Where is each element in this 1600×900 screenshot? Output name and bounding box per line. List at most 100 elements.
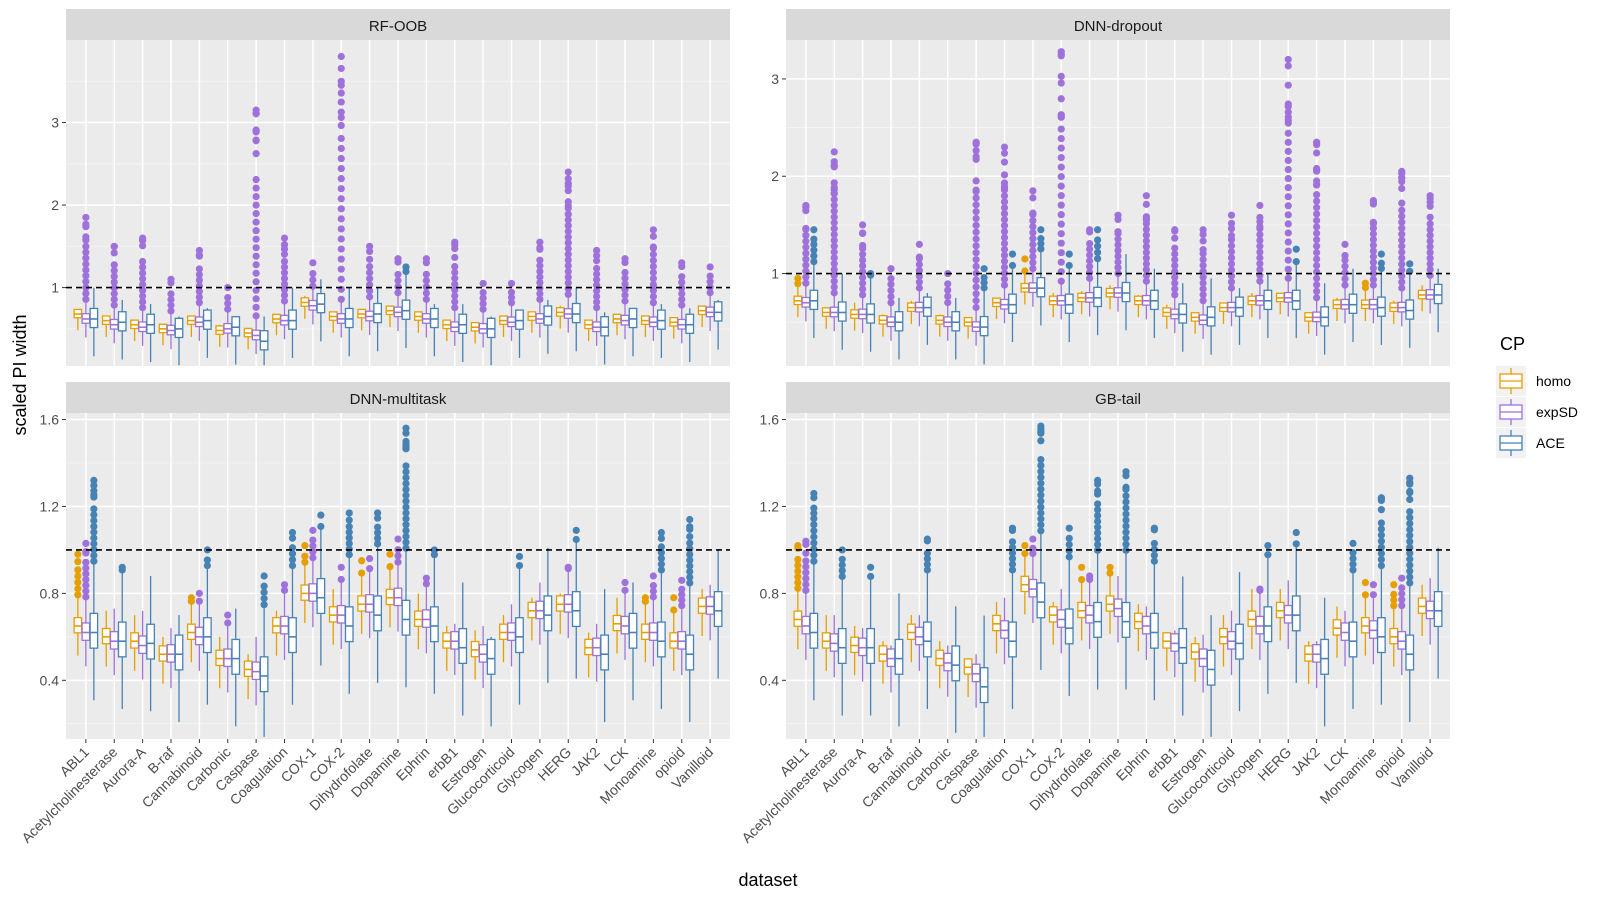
outlier-point [1029, 223, 1037, 231]
outlier-point [1369, 275, 1377, 284]
box-expSD [1312, 138, 1322, 336]
outlier-point [167, 301, 175, 309]
outlier-point [280, 586, 289, 594]
outlier-point [1377, 494, 1385, 502]
box-iqr [1000, 620, 1009, 639]
outlier-point [82, 283, 90, 292]
outlier-point [1284, 238, 1292, 246]
outlier-point [515, 552, 524, 561]
outlier-point [830, 283, 838, 291]
box-ACE [89, 476, 99, 701]
outlier-point [972, 146, 980, 155]
box-ACE [174, 316, 184, 366]
outlier-point [972, 194, 980, 202]
outlier-point [260, 588, 268, 596]
outlier-point [1227, 266, 1236, 274]
outlier-point [621, 274, 629, 282]
outlier-point [1313, 223, 1321, 231]
box-ACE [515, 552, 524, 705]
outlier-point [394, 552, 402, 560]
outlier-point [402, 521, 410, 529]
outlier-point [1008, 261, 1017, 270]
outlier-point [1377, 250, 1385, 258]
outlier-point [1398, 174, 1406, 182]
outlier-point [972, 303, 980, 312]
outlier-point [1065, 261, 1073, 270]
box-expSD [1170, 630, 1180, 678]
outlier-point [1171, 291, 1179, 299]
outlier-point [1426, 231, 1434, 239]
outlier-point [649, 244, 657, 252]
outlier-point [1000, 198, 1009, 206]
x-tick-label: JAK2 [568, 744, 603, 779]
outlier-point [1377, 561, 1385, 570]
outlier-point [1313, 242, 1321, 250]
panel-title: DNN-multitask [350, 391, 447, 408]
outlier-point [1349, 560, 1357, 568]
outlier-point [1037, 437, 1045, 445]
outlier-point [187, 594, 195, 602]
outlier-point [794, 578, 802, 587]
outlier-point [1398, 218, 1406, 226]
outlier-point [678, 278, 686, 286]
outlier-point [564, 279, 572, 287]
outlier-point [167, 290, 175, 298]
outlier-point [621, 578, 629, 587]
outlier-point [1426, 248, 1434, 257]
box-iqr [1348, 621, 1358, 658]
outlier-point [1377, 537, 1385, 545]
outlier-point [1142, 248, 1150, 257]
outlier-point [1369, 591, 1377, 599]
box-iqr [1320, 306, 1330, 327]
outlier-point [1292, 528, 1300, 537]
outlier-point [345, 523, 353, 531]
outlier-point [1150, 545, 1158, 553]
box-iqr [373, 595, 383, 632]
outlier-point [252, 218, 260, 226]
outlier-point [1313, 236, 1321, 244]
outlier-point [1349, 549, 1357, 557]
outlier-point [1313, 191, 1321, 199]
outlier-point [1292, 245, 1300, 253]
outlier-point [1406, 549, 1414, 557]
box-iqr [1433, 283, 1443, 305]
box-ACE [628, 307, 638, 357]
outlier-point [195, 287, 203, 296]
outlier-point [802, 574, 810, 583]
legend-label: homo [1536, 373, 1571, 389]
outlier-point [1377, 555, 1385, 564]
outlier-point [337, 185, 345, 193]
outlier-point [1037, 503, 1045, 511]
outlier-point [1021, 541, 1029, 550]
box-homo [470, 321, 480, 344]
outlier-point [593, 257, 601, 265]
box-ACE [1064, 250, 1074, 342]
outlier-point [657, 566, 665, 574]
outlier-point [118, 563, 126, 571]
outlier-point [564, 227, 572, 235]
box-ACE [344, 509, 354, 694]
outlier-point [1029, 252, 1037, 261]
outlier-point [1142, 192, 1150, 200]
outlier-point [402, 468, 410, 476]
outlier-point [1313, 268, 1321, 276]
outlier-point [374, 509, 382, 517]
outlier-point [1377, 506, 1385, 514]
box-ACE [1348, 268, 1358, 342]
outlier-point [972, 235, 980, 243]
outlier-point [686, 562, 694, 570]
outlier-point [1341, 251, 1349, 260]
outlier-point [1199, 273, 1207, 281]
outlier-point [402, 509, 410, 517]
box-ACE [951, 606, 961, 733]
box-ACE [1291, 245, 1301, 339]
box-iqr [1028, 578, 1038, 598]
outlier-point [1398, 167, 1406, 175]
outlier-point [1284, 184, 1292, 192]
outlier-point [1369, 581, 1377, 589]
outlier-point [802, 231, 810, 239]
outlier-point [90, 516, 98, 525]
outlier-point [1284, 229, 1292, 237]
outlier-point [915, 260, 923, 269]
outlier-point [90, 557, 98, 565]
